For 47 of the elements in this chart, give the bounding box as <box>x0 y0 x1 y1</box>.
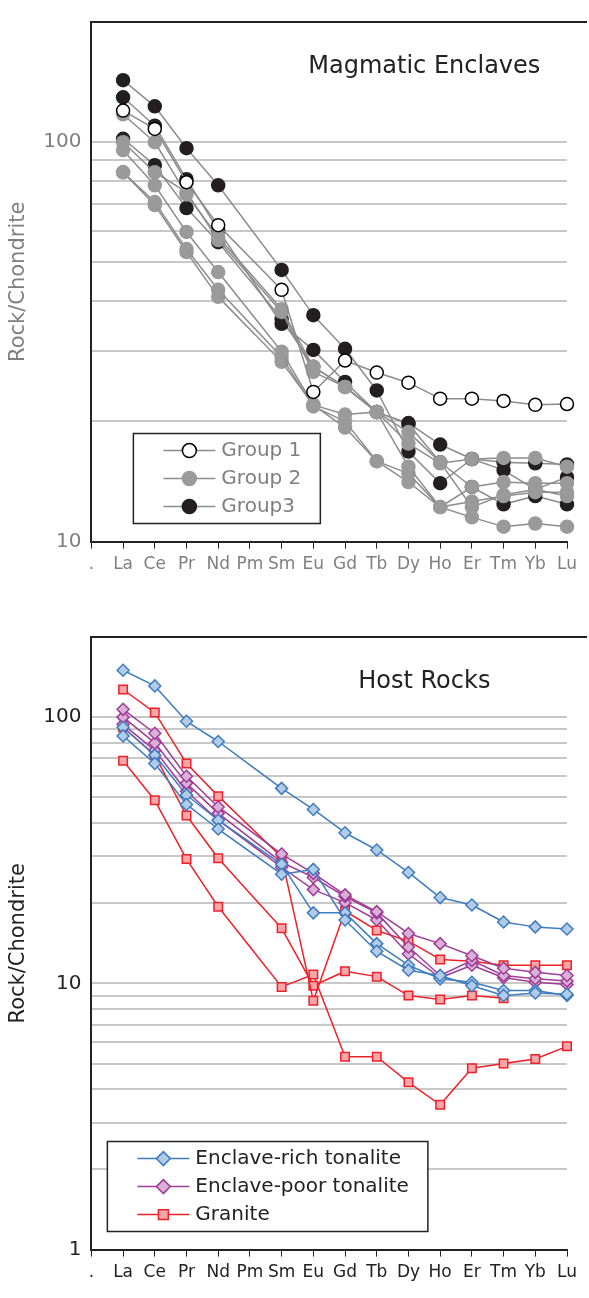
x-tick-label: Er <box>463 1261 481 1282</box>
x-tick-label: Eu <box>302 553 325 574</box>
x-tick-label: Er <box>463 553 481 574</box>
x-tick-label: Eu <box>302 1261 325 1282</box>
x-tick-label: Pm <box>236 1261 264 1282</box>
x-tick-label: Pr <box>178 553 195 574</box>
x-tick-label: Gd <box>333 1261 358 1282</box>
x-tick-label: Lu <box>557 553 577 574</box>
x-tick-label: La <box>113 553 134 574</box>
legend-label: Enclave-rich tonalite <box>195 1144 401 1169</box>
x-tick-label: Pr <box>178 1261 195 1282</box>
y-tick-label: 100 <box>43 703 82 728</box>
x-tick-label: Pm <box>236 553 264 574</box>
x-tick-label: Dy <box>396 553 421 574</box>
legend-label: Group3 <box>221 492 295 517</box>
x-tick-label: Tm <box>489 553 518 574</box>
y-tick-label: 10 <box>55 969 82 994</box>
x-tick-label: Yb <box>523 1261 546 1282</box>
x-tick-label: Yb <box>523 553 546 574</box>
x-tick-label: Sm <box>267 1261 296 1282</box>
y-tick-label: 1 <box>68 1235 82 1260</box>
x-tick-label: Sm <box>267 553 296 574</box>
x-tick-label: Lu <box>557 1261 577 1282</box>
y-tick-label: 100 <box>43 128 82 153</box>
x-tick-label: Ho <box>428 1261 452 1282</box>
x-tick-label: . <box>88 553 95 574</box>
x-tick-label: Tm <box>489 1261 518 1282</box>
legend-label: Group 1 <box>221 436 302 461</box>
text: Magmatic Enclaves <box>308 51 541 80</box>
x-tick-label: Dy <box>396 1261 421 1282</box>
x-tick-label: La <box>113 1261 134 1282</box>
x-tick-label: Tb <box>365 553 388 574</box>
x-tick-label: Gd <box>333 553 358 574</box>
x-tick-label: Nd <box>206 553 230 574</box>
x-tick-label: Tb <box>365 1261 388 1282</box>
x-tick-label: Ho <box>428 553 452 574</box>
x-tick-label: Ce <box>143 553 166 574</box>
legend-label: Group 2 <box>221 464 302 489</box>
x-tick-label: . <box>88 1261 95 1282</box>
text: Host Rocks <box>358 666 491 695</box>
x-tick-label: Nd <box>206 1261 230 1282</box>
y-axis-title: Rock/Chondrite <box>5 863 30 1024</box>
legend-label: Granite <box>195 1200 270 1225</box>
y-tick-label: 10 <box>55 527 82 552</box>
legend-label: Enclave-poor tonalite <box>195 1172 409 1197</box>
y-axis-title: Rock/Chondrite <box>5 201 30 362</box>
x-tick-label: Ce <box>143 1261 166 1282</box>
